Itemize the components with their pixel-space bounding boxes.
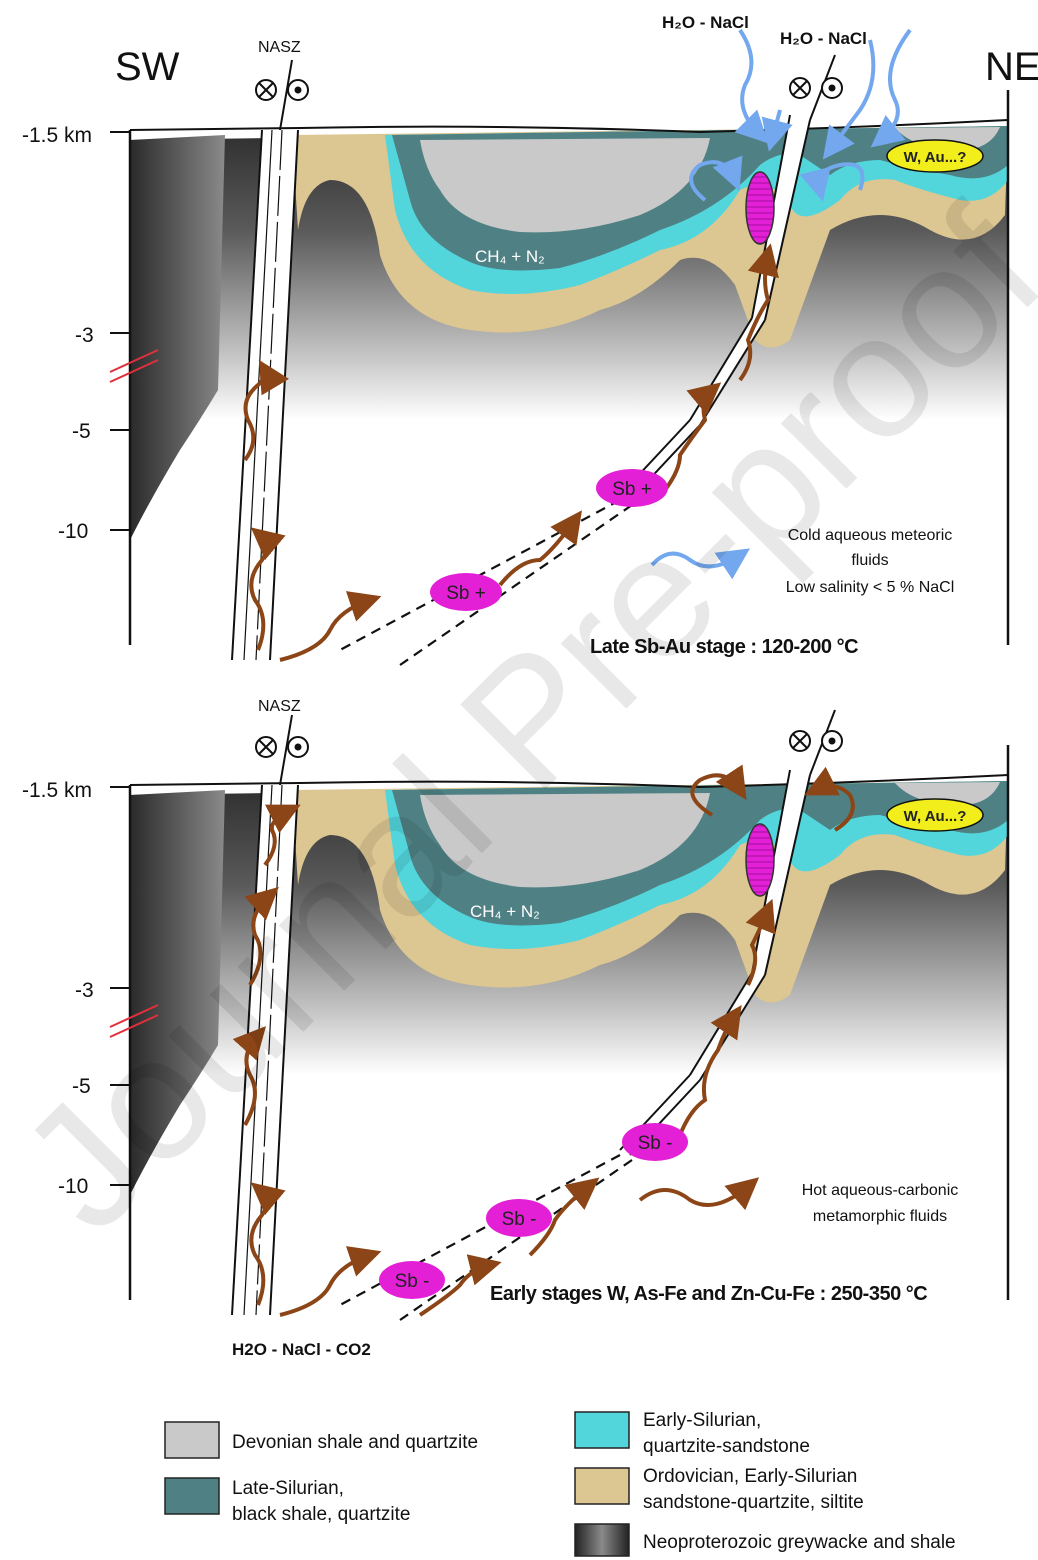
gas-label: CH₄ + N₂ xyxy=(470,902,540,921)
panel-late-stage: SW NE -1.5 km -3 -5 -10 NASZ H₂O - NaCl … xyxy=(22,13,1038,667)
sw-label: SW xyxy=(115,45,180,89)
into-page-symbol xyxy=(255,79,277,101)
legend-swatch-ordovician xyxy=(574,1467,630,1505)
legend-neoproterozoic: Neoproterozoic greywacke and shale xyxy=(643,1532,956,1553)
depth-label-1-5km: -1.5 km xyxy=(22,779,92,802)
legend-swatch-early-silurian xyxy=(574,1411,630,1449)
gas-label: CH₄ + N₂ xyxy=(475,247,545,266)
svg-text:W, Au...?: W, Au...? xyxy=(904,149,967,166)
depth-label-10: -10 xyxy=(58,1175,88,1198)
legend-late-silurian-1: Late-Silurian, xyxy=(232,1478,344,1499)
legend-swatch-neoproterozoic xyxy=(574,1523,630,1557)
out-of-page-symbol xyxy=(821,77,843,99)
orebody-lens-icon xyxy=(745,823,775,897)
svg-text:W, Au...?: W, Au...? xyxy=(904,808,967,825)
note-line-2: metamorphic fluids xyxy=(813,1208,947,1225)
stage-title-early: Early stages W, As-Fe and Zn-Cu-Fe : 250… xyxy=(490,1283,927,1305)
legend-late-silurian-2: black shale, quartzite xyxy=(232,1504,411,1525)
depth-label-5: -5 xyxy=(72,1075,91,1098)
sb-lens-2: Sb + xyxy=(430,573,502,611)
legend: Devonian shale and quartzite Late-Siluri… xyxy=(164,1410,956,1557)
legend-swatch-late-silurian xyxy=(164,1477,220,1515)
sb-lens-1: Sb - xyxy=(622,1123,688,1161)
svg-text:Sb +: Sb + xyxy=(612,479,652,500)
svg-text:Sb -: Sb - xyxy=(638,1133,673,1154)
depth-label-5: -5 xyxy=(72,420,91,443)
fluid-label-1: H₂O - NaCl xyxy=(662,13,749,32)
legend-ordovician-1: Ordovician, Early-Silurian xyxy=(643,1466,857,1487)
sb-lens-3: Sb - xyxy=(379,1261,445,1299)
legend-ordovician-2: sandstone-quartzite, siltite xyxy=(643,1492,864,1513)
fluid-label-2: H₂O - NaCl xyxy=(780,29,867,48)
hot-fluid-arrows xyxy=(243,243,779,662)
note-line-1: Cold aqueous meteoric xyxy=(788,527,953,544)
out-of-page-symbol xyxy=(821,730,843,752)
hot-fluid-arrow-icon xyxy=(638,1177,760,1211)
depth-label-10: -10 xyxy=(58,520,88,543)
stage-title-late: Late Sb-Au stage : 120-200 °C xyxy=(590,636,858,658)
out-of-page-symbol xyxy=(287,736,309,758)
orebody-lens-icon xyxy=(745,171,775,245)
legend-early-silurian-1: Early-Silurian, xyxy=(643,1410,761,1431)
note-line-3: Low salinity < 5 % NaCl xyxy=(786,579,955,596)
legend-early-silurian-2: quartzite-sandstone xyxy=(643,1436,810,1457)
cold-fluid-arrow-icon xyxy=(650,548,750,580)
nasz-label: NASZ xyxy=(258,39,301,56)
ne-label: NE xyxy=(985,45,1038,89)
svg-text:Sb -: Sb - xyxy=(502,1209,537,1230)
svg-text:Sb -: Sb - xyxy=(395,1271,430,1292)
wau-badge: W, Au...? xyxy=(886,798,984,832)
sb-lens-1: Sb + xyxy=(596,469,668,507)
wau-badge: W, Au...? xyxy=(886,139,984,173)
cold-fluid-arrows xyxy=(689,28,912,202)
bottom-fluid-label: H2O - NaCl - CO2 xyxy=(232,1340,371,1359)
legend-devonian: Devonian shale and quartzite xyxy=(232,1432,478,1453)
svg-text:Sb +: Sb + xyxy=(446,583,486,604)
legend-swatch-devonian xyxy=(164,1421,220,1459)
into-page-symbol xyxy=(255,736,277,758)
sb-lens-2: Sb - xyxy=(486,1199,552,1237)
note-line-1: Hot aqueous-carbonic xyxy=(802,1182,959,1199)
into-page-symbol xyxy=(789,77,811,99)
depth-label-1-5km: -1.5 km xyxy=(22,124,92,147)
depth-label-3: -3 xyxy=(75,324,94,347)
hot-fluid-arrows xyxy=(232,764,855,1317)
depth-label-3: -3 xyxy=(75,979,94,1002)
out-of-page-symbol xyxy=(287,79,309,101)
into-page-symbol xyxy=(789,730,811,752)
panel-early-stage: -1.5 km -3 -5 -10 NASZ CH₄ + N₂ xyxy=(22,698,1010,1359)
note-line-2: fluids xyxy=(851,552,888,569)
nasz-label: NASZ xyxy=(258,698,301,715)
